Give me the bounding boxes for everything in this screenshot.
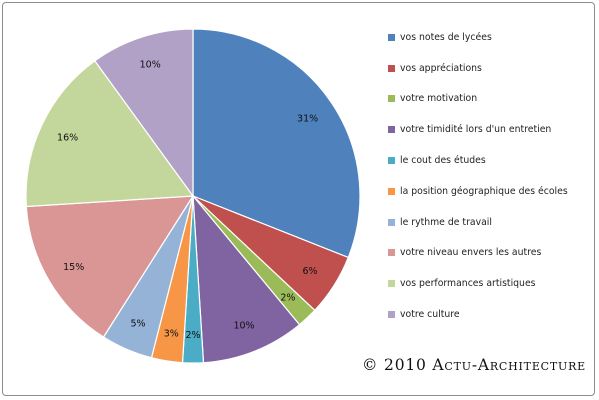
legend-label: votre culture: [400, 309, 460, 321]
legend-swatch: [388, 95, 395, 103]
slice-data-label: 10%: [140, 60, 161, 71]
legend-swatch: [388, 157, 395, 165]
pie-slice: [192, 28, 361, 259]
legend-item: votre niveau envers les autres: [388, 238, 593, 269]
legend-swatch: [388, 187, 395, 195]
pie-slice: [94, 28, 194, 198]
slice-data-label: 2%: [280, 293, 295, 304]
legend-item: votre motivation: [388, 84, 593, 115]
legend-item: votre timidité lors d'un entretien: [388, 114, 593, 145]
legend-label: votre timidité lors d'un entretien: [400, 124, 552, 136]
legend-label: vos performances artistiques: [400, 278, 536, 290]
slice-data-label: 6%: [302, 266, 317, 277]
slice-data-label: 31%: [297, 114, 318, 125]
legend-item: vos performances artistiques: [388, 268, 593, 299]
legend-swatch: [388, 218, 395, 226]
legend-item: la position géographique des écoles: [388, 176, 593, 207]
slice-data-label: 3%: [164, 328, 179, 339]
legend-swatch: [388, 311, 395, 319]
legend-label: vos appréciations: [400, 62, 482, 74]
legend-swatch: [388, 64, 395, 72]
legend-label: le cout des études: [400, 155, 486, 167]
legend-swatch: [388, 280, 395, 288]
pie-slice: [25, 195, 195, 338]
legend-item: le cout des études: [388, 145, 593, 176]
slice-data-label: 10%: [233, 320, 254, 331]
legend-item: votre culture: [388, 299, 593, 330]
legend-item: le rythme de travail: [388, 207, 593, 238]
slice-data-label: 16%: [57, 133, 78, 144]
legend-item: vos notes de lycées: [388, 22, 593, 53]
legend-swatch: [388, 126, 395, 134]
legend-label: votre niveau envers les autres: [400, 247, 542, 259]
pie-slice: [25, 60, 195, 208]
legend-swatch: [388, 249, 395, 257]
legend-label: le rythme de travail: [400, 216, 492, 228]
legend-item: vos appréciations: [388, 53, 593, 84]
slice-data-label: 5%: [130, 319, 145, 330]
legend-label: votre motivation: [400, 93, 478, 105]
slice-data-label: 2%: [185, 330, 200, 341]
copyright-watermark: © 2010 Actu-Architecture: [362, 356, 586, 374]
chart-legend: vos notes de lycées vos appréciations vo…: [388, 22, 593, 330]
slice-data-label: 15%: [63, 262, 84, 273]
legend-swatch: [388, 33, 395, 41]
legend-label: vos notes de lycées: [400, 31, 492, 43]
legend-label: la position géographique des écoles: [400, 185, 568, 197]
pie-slice: [192, 194, 301, 364]
